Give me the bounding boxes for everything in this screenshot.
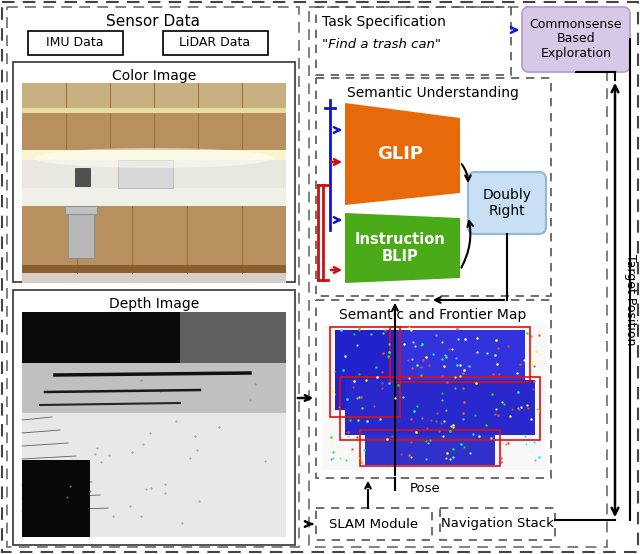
- Bar: [309, 7, 607, 547]
- Bar: [22, 206, 286, 273]
- Bar: [316, 7, 511, 75]
- Bar: [22, 150, 286, 160]
- Bar: [22, 312, 286, 537]
- Polygon shape: [345, 103, 460, 205]
- Bar: [65, 206, 97, 214]
- Text: SLAM Module: SLAM Module: [330, 517, 419, 531]
- Bar: [330, 327, 400, 417]
- Text: Target Position: Target Position: [623, 254, 637, 346]
- Bar: [316, 508, 432, 540]
- Bar: [28, 31, 123, 55]
- Bar: [360, 430, 500, 466]
- Bar: [22, 265, 286, 273]
- Bar: [440, 508, 555, 540]
- Bar: [22, 410, 286, 537]
- Bar: [22, 108, 286, 113]
- Bar: [13, 62, 295, 282]
- Polygon shape: [22, 460, 90, 537]
- Polygon shape: [345, 213, 460, 283]
- Bar: [22, 188, 286, 206]
- Text: Commonsense
Based
Exploration: Commonsense Based Exploration: [530, 18, 622, 60]
- Bar: [7, 7, 299, 547]
- Text: Color Image: Color Image: [112, 69, 196, 83]
- Bar: [118, 160, 173, 188]
- Text: LiDAR Data: LiDAR Data: [179, 37, 251, 49]
- Bar: [75, 168, 90, 186]
- Bar: [13, 290, 295, 545]
- Bar: [180, 312, 286, 365]
- Bar: [163, 31, 268, 55]
- Bar: [365, 435, 495, 465]
- Bar: [395, 330, 525, 380]
- Text: Sensor Data: Sensor Data: [106, 14, 200, 29]
- Bar: [316, 300, 551, 478]
- Text: Depth Image: Depth Image: [109, 297, 199, 311]
- Bar: [316, 78, 551, 296]
- Bar: [22, 155, 286, 190]
- Text: Instruction
BLIP: Instruction BLIP: [355, 232, 445, 264]
- Text: Task Specification: Task Specification: [322, 15, 446, 29]
- Text: GLIP: GLIP: [377, 145, 423, 163]
- Bar: [322, 325, 546, 470]
- Bar: [390, 327, 530, 382]
- Bar: [68, 210, 94, 258]
- Text: Doubly
Right: Doubly Right: [483, 188, 531, 218]
- Bar: [22, 83, 286, 155]
- Bar: [22, 273, 286, 283]
- Bar: [22, 363, 286, 413]
- Text: IMU Data: IMU Data: [46, 37, 104, 49]
- Ellipse shape: [34, 148, 274, 168]
- Text: Navigation Stack: Navigation Stack: [440, 517, 554, 531]
- Text: Semantic Understanding: Semantic Understanding: [347, 86, 519, 100]
- Bar: [345, 380, 535, 435]
- Polygon shape: [22, 312, 180, 410]
- FancyBboxPatch shape: [522, 7, 630, 72]
- Bar: [22, 83, 286, 273]
- Bar: [335, 330, 395, 410]
- Bar: [22, 83, 286, 108]
- FancyBboxPatch shape: [468, 172, 546, 234]
- Text: Semantic and Frontier Map: Semantic and Frontier Map: [339, 308, 527, 322]
- Text: Pose: Pose: [410, 481, 441, 495]
- Bar: [340, 377, 540, 440]
- Text: "Find a trash can": "Find a trash can": [322, 38, 441, 50]
